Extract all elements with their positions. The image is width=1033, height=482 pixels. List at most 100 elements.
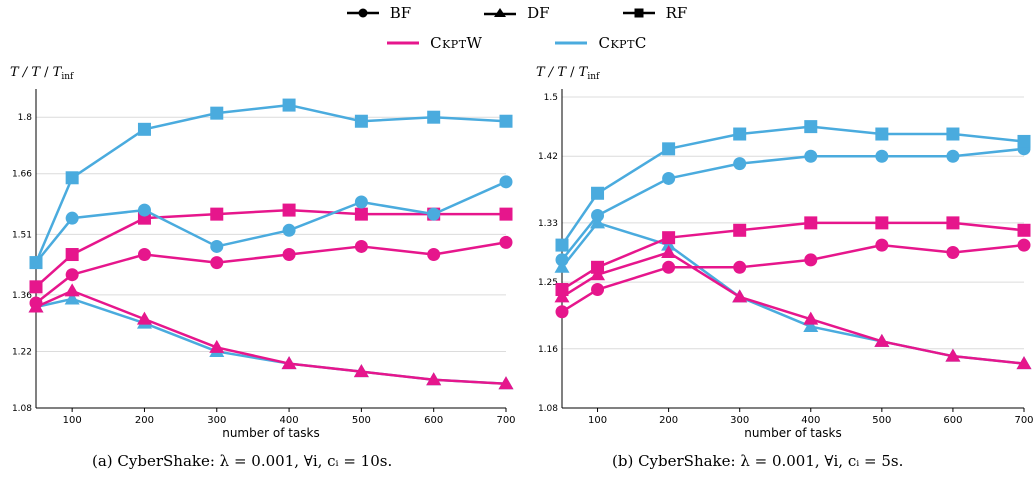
x-tick-label: 100	[63, 415, 82, 426]
y-axis-label: T / T / Tinf	[536, 65, 600, 82]
data-point-rf-ckptw	[282, 203, 296, 217]
data-point-bf-ckptw	[733, 260, 747, 274]
data-point-rf-ckptw	[29, 280, 43, 294]
data-point-bf-ckptc	[282, 223, 296, 237]
legend-label-ckptw: CkptW	[430, 34, 483, 52]
series-line-df-ckptc	[561, 221, 1025, 365]
data-point-rf-ckptw	[875, 216, 889, 230]
series-line-df-ckptc	[35, 297, 507, 386]
data-point-bf-ckptc	[427, 207, 441, 221]
y-tick-label: 1.51	[12, 230, 32, 240]
chart-panel-b: 1.08 1.16 1.25 1.33 1.42 1.5 100 200 300 400 500 60…	[536, 65, 1033, 440]
data-point-df-ckptw	[1016, 356, 1032, 370]
data-point-df-ckptw	[64, 283, 80, 297]
data-point-rf-ckptc	[555, 238, 569, 252]
data-point-bf-ckptc	[555, 253, 569, 267]
series-line-df-ckptw	[35, 289, 507, 386]
data-point-bf-ckptc	[65, 211, 79, 225]
data-point-df-ckptw	[945, 348, 961, 362]
data-point-bf-ckptc	[499, 175, 513, 189]
data-point-bf-ckptw	[875, 238, 889, 252]
circle-marker-icon	[346, 8, 379, 18]
x-tick-label: 500	[352, 415, 371, 426]
ckptw-line-swatch	[387, 41, 420, 45]
data-point-rf-ckptc	[137, 122, 151, 136]
data-point-rf-ckptc	[946, 127, 960, 141]
data-point-df-ckptw	[803, 311, 819, 325]
series-line-bf-ckptc	[561, 147, 1025, 261]
data-point-rf-ckptc	[804, 120, 818, 134]
x-axis-label: number of tasks	[744, 426, 842, 440]
data-point-bf-ckptw	[591, 283, 605, 297]
data-point-bf-ckptc	[946, 149, 960, 163]
data-point-bf-ckptw	[65, 268, 79, 282]
triangle-marker-icon	[484, 8, 517, 17]
y-tick-label: 1.66	[12, 170, 32, 180]
legend-item-bf: BF	[346, 4, 411, 22]
data-point-bf-ckptw	[210, 256, 224, 270]
data-point-bf-ckptw	[282, 248, 296, 262]
legend-label-df: DF	[527, 4, 550, 22]
legend-item-ckptw: CkptW	[386, 34, 482, 52]
x-tick-label: 300	[730, 415, 749, 426]
x-tick-label: 100	[588, 415, 607, 426]
caption-b: (b) CyberShake: λ = 0.001, ∀i, cᵢ = 5s.	[612, 452, 904, 470]
data-point-rf-ckptc	[662, 142, 676, 156]
series-line-rf-ckptc	[560, 125, 1025, 246]
data-point-rf-ckptw	[804, 216, 818, 230]
y-tick-label: 1.08	[12, 404, 32, 414]
data-point-rf-ckptw	[354, 207, 368, 221]
data-point-rf-ckptw	[946, 216, 960, 230]
data-point-bf-ckptw	[555, 305, 569, 319]
y-tick-label: 1.16	[538, 345, 558, 355]
x-axis-label: number of tasks	[222, 426, 320, 440]
data-point-bf-ckptc	[804, 149, 818, 163]
y-tick-label: 1.08	[538, 404, 558, 414]
legend-item-ckptc: CkptC	[554, 34, 646, 52]
caption-a: (a) CyberShake: λ = 0.001, ∀i, cᵢ = 10s.	[92, 452, 393, 470]
y-tick-label: 1.5	[544, 93, 558, 103]
data-point-bf-ckptc	[875, 149, 889, 163]
series-line-bf-ckptw	[561, 243, 1025, 313]
x-tick-label: 400	[280, 415, 299, 426]
y-axis-label: T / T / Tinf	[10, 65, 74, 82]
data-point-bf-ckptc	[137, 203, 151, 217]
data-point-df-ckptc	[64, 291, 80, 305]
data-point-rf-ckptc	[354, 114, 368, 128]
y-tick-label: 1.42	[538, 152, 558, 162]
x-tick-label: 200	[135, 415, 154, 426]
data-point-df-ckptw	[209, 339, 225, 353]
series-line-bf-ckptc	[35, 180, 507, 264]
data-point-rf-ckptc	[1017, 134, 1031, 148]
x-tick-label: 600	[424, 415, 443, 426]
data-point-bf-ckptc	[591, 208, 605, 222]
data-point-df-ckptw	[498, 376, 514, 390]
data-point-df-ckptw	[661, 245, 677, 258]
data-point-rf-ckptc	[499, 114, 513, 128]
y-tick-label: 1.8	[18, 113, 33, 123]
data-point-bf-ckptc	[210, 239, 224, 253]
data-point-df-ckptw	[281, 356, 297, 370]
x-tick-label: 600	[943, 415, 962, 426]
data-point-bf-ckptw	[662, 260, 676, 274]
data-point-bf-ckptw	[946, 246, 960, 259]
legend-label-bf: BF	[389, 4, 412, 22]
data-point-rf-ckptw	[591, 260, 605, 274]
data-point-df-ckptw	[136, 311, 152, 325]
chart-panel-a: 1.08 1.22 1.36 1.51 1.66 1.8 100 200 300 400 500 60…	[10, 65, 516, 440]
data-point-bf-ckptw	[137, 248, 151, 262]
data-point-bf-ckptw	[29, 296, 43, 310]
data-point-df-ckptw	[426, 372, 442, 386]
x-tick-label: 400	[801, 415, 820, 426]
ckptc-line-swatch	[555, 41, 588, 45]
data-point-df-ckptw	[353, 364, 369, 378]
data-point-bf-ckptw	[804, 253, 818, 267]
series-line-rf-ckptw	[561, 221, 1025, 291]
legend: BF DF RF CkptW CkptC	[0, 0, 1033, 62]
x-tick-label: 500	[872, 415, 891, 426]
data-point-rf-ckptc	[282, 98, 296, 112]
data-point-rf-ckptc	[733, 127, 747, 141]
data-point-bf-ckptc	[354, 195, 368, 209]
data-point-rf-ckptw	[733, 223, 747, 237]
